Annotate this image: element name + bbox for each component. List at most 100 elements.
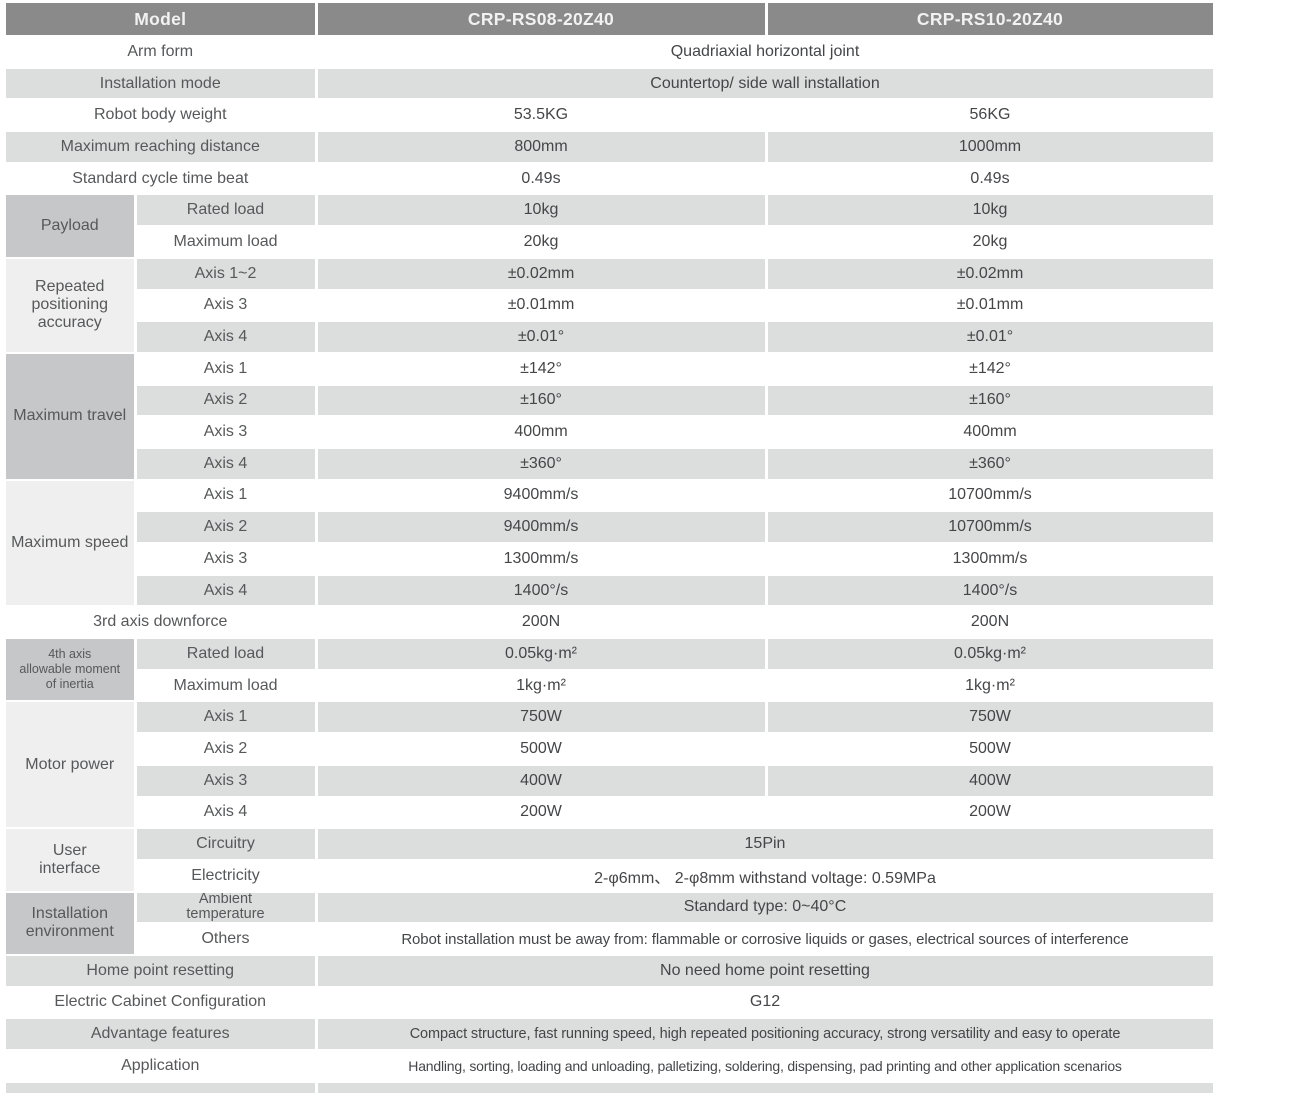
inertia-rated-label: Rated load — [136, 639, 315, 669]
inertia-group-label: 4th axis allowable moment of inertia — [6, 639, 134, 701]
accuracy-axis3-label: Axis 3 — [203, 296, 248, 314]
inertia-rated-rs10: 0.05kg·m² — [767, 639, 1213, 669]
cycle-rs08: 0.49s — [521, 169, 561, 187]
speed-axis3-rs08: 1300mm/s — [503, 549, 579, 567]
advantage-value: Compact structure, fast running speed, h… — [317, 1019, 1213, 1049]
cabinet-label: Electric Cabinet Configuration — [54, 993, 267, 1011]
payload-max-label: Maximum load — [173, 232, 278, 250]
motor-axis1-rs10: 750W — [767, 702, 1213, 733]
others-value: Robot installation must be away from: fl… — [401, 930, 1129, 948]
travel-axis2-rs08: ±160° — [317, 385, 765, 416]
installation-mode-label: Installation mode — [6, 68, 315, 99]
downforce-rs08: 200N — [521, 613, 561, 631]
accuracy-group-label: Repeated positioning accuracy — [6, 258, 134, 352]
speed-axis1-label: Axis 1 — [203, 486, 248, 504]
header-model-rs08: CRP-RS08-20Z40 — [317, 3, 765, 35]
partial-next-row-value-cell — [317, 1082, 1213, 1093]
travel-axis1-rs08: ±142° — [520, 359, 562, 377]
accuracy-axis12-label: Axis 1~2 — [136, 258, 315, 289]
robot-spec-table: Model CRP-RS08-20Z40 CRP-RS10-20Z40 Arm … — [6, 3, 1213, 1093]
speed-axis3-rs10: 1300mm/s — [952, 549, 1028, 567]
body-weight-label: Robot body weight — [93, 106, 227, 124]
circuitry-label: Circuitry — [136, 829, 315, 859]
reach-label: Maximum reaching distance — [6, 132, 315, 162]
accuracy-axis3-rs10: ±0.01mm — [956, 296, 1024, 314]
inertia-max-label: Maximum load — [173, 676, 278, 694]
header-model: Model — [6, 3, 315, 35]
circuitry-value: 15Pin — [317, 829, 1213, 859]
accuracy-axis4-rs08: ±0.01° — [317, 322, 765, 352]
travel-axis3-rs08: 400mm — [514, 423, 568, 441]
motor-axis3-label: Axis 3 — [136, 765, 315, 796]
motor-axis3-rs10: 400W — [767, 765, 1213, 796]
accuracy-axis12-rs08: ±0.02mm — [317, 258, 765, 289]
partial-next-row-label-cell — [6, 1082, 315, 1093]
payload-rated-label: Rated load — [136, 195, 315, 226]
motor-axis1-rs08: 750W — [317, 702, 765, 733]
speed-axis2-label: Axis 2 — [136, 512, 315, 542]
electricity-label: Electricity — [191, 866, 260, 884]
others-label: Others — [201, 930, 250, 948]
inertia-rated-rs08: 0.05kg·m² — [317, 639, 765, 669]
header-model-rs10: CRP-RS10-20Z40 — [767, 3, 1213, 35]
application-value: Handling, sorting, loading and unloading… — [408, 1057, 1122, 1074]
ambient-temperature-value: Standard type: 0~40°C — [317, 892, 1213, 923]
body-weight-rs10: 56KG — [969, 106, 1011, 124]
reach-rs08: 800mm — [317, 132, 765, 162]
speed-axis1-rs08: 9400mm/s — [503, 486, 579, 504]
motor-axis4-rs10: 200W — [969, 803, 1011, 821]
advantage-label: Advantage features — [6, 1019, 315, 1049]
payload-group-label: Payload — [6, 195, 134, 257]
motor-axis4-rs08: 200W — [520, 803, 562, 821]
travel-axis3-label: Axis 3 — [203, 423, 248, 441]
speed-axis4-rs08: 1400°/s — [317, 575, 765, 606]
speed-axis1-rs10: 10700mm/s — [948, 486, 1032, 504]
payload-rated-rs08: 10kg — [317, 195, 765, 226]
motor-axis2-label: Axis 2 — [203, 739, 248, 757]
payload-max-rs10: 20kg — [972, 232, 1008, 250]
ambient-temperature-label: Ambient temperature — [136, 892, 315, 923]
cabinet-value: G12 — [749, 993, 781, 1011]
cycle-label: Standard cycle time beat — [72, 169, 249, 187]
travel-axis2-label: Axis 2 — [136, 385, 315, 416]
application-label: Application — [121, 1056, 200, 1074]
inertia-max-rs10: 1kg·m² — [965, 676, 1015, 694]
speed-group-label: Maximum speed — [6, 480, 134, 606]
accuracy-axis4-label: Axis 4 — [136, 322, 315, 352]
inertia-max-rs08: 1kg·m² — [516, 676, 566, 694]
user-interface-group-label: User interface — [6, 829, 134, 891]
motor-axis2-rs08: 500W — [520, 739, 562, 757]
motor-axis1-label: Axis 1 — [136, 702, 315, 733]
environment-group-label: Installation environment — [6, 892, 134, 954]
travel-axis4-rs10: ±360° — [767, 448, 1213, 479]
payload-max-rs08: 20kg — [523, 232, 559, 250]
travel-axis1-label: Axis 1 — [203, 359, 248, 377]
motor-axis2-rs10: 500W — [969, 739, 1011, 757]
travel-axis4-rs08: ±360° — [317, 448, 765, 479]
motor-axis3-rs08: 400W — [317, 765, 765, 796]
speed-axis4-label: Axis 4 — [136, 575, 315, 606]
installation-mode-value: Countertop/ side wall installation — [317, 68, 1213, 99]
body-weight-rs08: 53.5KG — [513, 106, 569, 124]
speed-axis3-label: Axis 3 — [203, 549, 248, 567]
downforce-rs10: 200N — [970, 613, 1010, 631]
reach-rs10: 1000mm — [767, 132, 1213, 162]
electricity-value: 2-φ6mm、 2-φ8mm withstand voltage: 0.59MP… — [594, 869, 936, 887]
cycle-rs10: 0.49s — [970, 169, 1010, 187]
travel-axis1-rs10: ±142° — [969, 359, 1011, 377]
motor-group-label: Motor power — [6, 702, 134, 828]
accuracy-axis4-rs10: ±0.01° — [767, 322, 1213, 352]
speed-axis4-rs10: 1400°/s — [767, 575, 1213, 606]
downforce-label: 3rd axis downforce — [93, 613, 228, 631]
home-reset-value: No need home point resetting — [317, 955, 1213, 986]
travel-axis3-rs10: 400mm — [963, 423, 1017, 441]
accuracy-axis12-rs10: ±0.02mm — [767, 258, 1213, 289]
arm-form-label: Arm form — [127, 42, 194, 60]
arm-form-value: Quadriaxial horizontal joint — [670, 42, 860, 60]
accuracy-axis3-rs08: ±0.01mm — [507, 296, 575, 314]
speed-axis2-rs10: 10700mm/s — [767, 512, 1213, 542]
motor-axis4-label: Axis 4 — [203, 803, 248, 821]
travel-axis2-rs10: ±160° — [767, 385, 1213, 416]
speed-axis2-rs08: 9400mm/s — [317, 512, 765, 542]
payload-rated-rs10: 10kg — [767, 195, 1213, 226]
